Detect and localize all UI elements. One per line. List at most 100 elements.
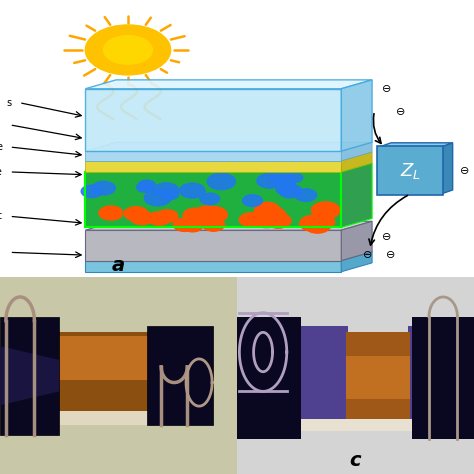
Circle shape [239, 213, 264, 227]
Polygon shape [85, 172, 341, 228]
Circle shape [137, 182, 154, 192]
Polygon shape [85, 89, 341, 151]
Bar [147, 327, 213, 425]
Polygon shape [0, 346, 59, 405]
Bar [408, 327, 474, 425]
Circle shape [314, 209, 333, 220]
Circle shape [300, 217, 325, 231]
Polygon shape [85, 161, 341, 172]
Circle shape [124, 207, 148, 220]
Circle shape [99, 206, 123, 220]
Circle shape [85, 25, 171, 75]
Circle shape [92, 182, 115, 195]
Circle shape [200, 193, 219, 205]
Text: rte: rte [0, 167, 2, 177]
Circle shape [278, 179, 295, 189]
Circle shape [270, 172, 294, 186]
Polygon shape [237, 277, 474, 474]
Text: e: e [0, 142, 2, 152]
Circle shape [98, 32, 158, 68]
Bar [43, 337, 190, 380]
Polygon shape [341, 152, 372, 172]
Circle shape [255, 202, 280, 217]
Circle shape [183, 208, 208, 223]
Circle shape [202, 219, 225, 231]
Polygon shape [85, 261, 341, 272]
Circle shape [91, 28, 164, 71]
Circle shape [286, 173, 303, 182]
Circle shape [279, 184, 302, 198]
Circle shape [311, 202, 340, 219]
Polygon shape [85, 142, 372, 151]
Polygon shape [379, 143, 453, 147]
Circle shape [104, 36, 152, 64]
Circle shape [252, 210, 281, 228]
Circle shape [305, 218, 330, 233]
Text: ⊖: ⊖ [382, 232, 391, 242]
Circle shape [122, 46, 134, 54]
Bar [43, 411, 190, 425]
Polygon shape [85, 151, 341, 161]
Circle shape [161, 190, 179, 200]
Circle shape [154, 183, 179, 198]
Circle shape [116, 43, 140, 57]
Text: ⊖: ⊖ [363, 250, 372, 260]
Circle shape [250, 210, 277, 225]
Circle shape [196, 206, 217, 218]
Polygon shape [341, 80, 372, 151]
Circle shape [173, 219, 196, 231]
Polygon shape [85, 230, 341, 261]
Bar [294, 327, 348, 425]
Bar [294, 419, 474, 431]
Polygon shape [341, 221, 372, 261]
Circle shape [275, 175, 291, 184]
Circle shape [180, 183, 205, 198]
Polygon shape [85, 163, 372, 172]
Circle shape [81, 185, 102, 198]
Bar [346, 356, 410, 399]
Circle shape [310, 215, 335, 229]
Circle shape [144, 190, 171, 206]
Circle shape [207, 173, 236, 190]
Bar [237, 317, 301, 438]
Text: ⊖: ⊖ [396, 107, 405, 117]
Polygon shape [85, 252, 372, 261]
Text: c: c [350, 451, 361, 470]
Circle shape [130, 211, 154, 225]
Circle shape [199, 207, 228, 223]
Bar [412, 317, 474, 438]
Circle shape [148, 212, 171, 225]
Circle shape [265, 213, 291, 228]
Circle shape [138, 180, 155, 190]
Text: ⊖: ⊖ [460, 165, 469, 175]
Polygon shape [85, 221, 372, 230]
Circle shape [280, 173, 295, 182]
Circle shape [156, 210, 178, 222]
Polygon shape [341, 142, 372, 161]
Bar [346, 332, 410, 419]
Text: $Z_L$: $Z_L$ [400, 161, 420, 181]
FancyBboxPatch shape [377, 146, 443, 195]
Text: a: a [112, 255, 125, 274]
Bar [0, 317, 59, 435]
Circle shape [295, 189, 317, 201]
Circle shape [193, 211, 222, 228]
Polygon shape [0, 277, 237, 474]
Circle shape [243, 195, 263, 206]
Text: ⊖: ⊖ [386, 250, 396, 260]
Polygon shape [85, 152, 372, 161]
Text: Pt: Pt [0, 211, 2, 221]
Polygon shape [441, 143, 453, 194]
Circle shape [276, 182, 297, 195]
Circle shape [109, 39, 146, 61]
Polygon shape [341, 252, 372, 272]
Bar [43, 332, 190, 419]
Circle shape [300, 215, 324, 229]
Circle shape [257, 173, 282, 188]
Polygon shape [341, 163, 372, 228]
Text: ⊖: ⊖ [382, 84, 391, 94]
Text: s: s [7, 98, 12, 108]
Polygon shape [85, 80, 372, 89]
Circle shape [182, 220, 203, 232]
Circle shape [262, 208, 286, 222]
